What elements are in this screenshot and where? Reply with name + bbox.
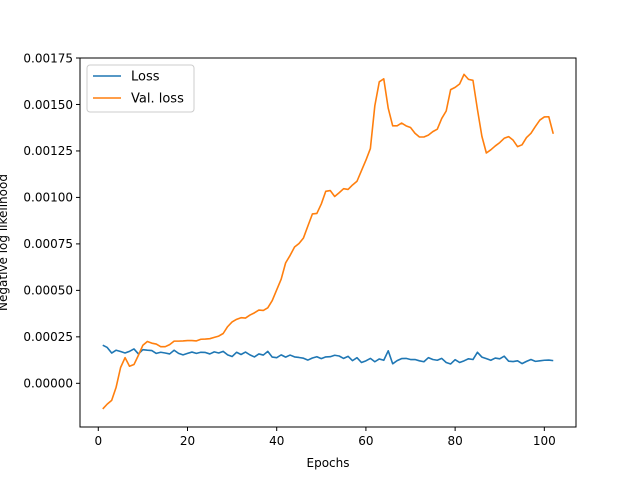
legend-label-loss: Loss xyxy=(131,70,160,85)
series-line-loss xyxy=(102,344,554,365)
x-axis-title: Epochs xyxy=(307,456,350,470)
plot-frame xyxy=(79,57,577,428)
series-line-val-loss xyxy=(102,73,555,410)
y-tick-label: 0.00050 xyxy=(23,284,73,298)
x-tick-label: 20 xyxy=(180,434,195,448)
y-tick-label: 0.00125 xyxy=(23,144,73,158)
y-tick-label: 0.00175 xyxy=(23,51,73,65)
legend: Loss Val. loss xyxy=(86,64,195,113)
x-tick-label: 40 xyxy=(269,434,284,448)
y-tick-label: 0.00150 xyxy=(23,98,73,112)
y-axis-title: Negative log likelihood xyxy=(0,174,10,311)
x-axis: 0 20 40 60 80 100 xyxy=(94,427,556,448)
y-tick-label: 0.00075 xyxy=(23,237,73,251)
x-tick-label: 80 xyxy=(447,434,462,448)
y-axis: 0.00000 0.00025 0.00050 0.00075 0.00100 0.001… xyxy=(23,51,80,391)
x-tick-label: 0 xyxy=(94,434,102,448)
y-tick-label: 0.00025 xyxy=(23,330,73,344)
x-tick-label: 60 xyxy=(358,434,373,448)
x-tick-label: 100 xyxy=(533,434,556,448)
y-tick-label: 0.00000 xyxy=(23,377,73,391)
series-layer xyxy=(102,73,555,410)
y-tick-label: 0.00100 xyxy=(23,191,73,205)
legend-label-val-loss: Val. loss xyxy=(131,92,184,107)
